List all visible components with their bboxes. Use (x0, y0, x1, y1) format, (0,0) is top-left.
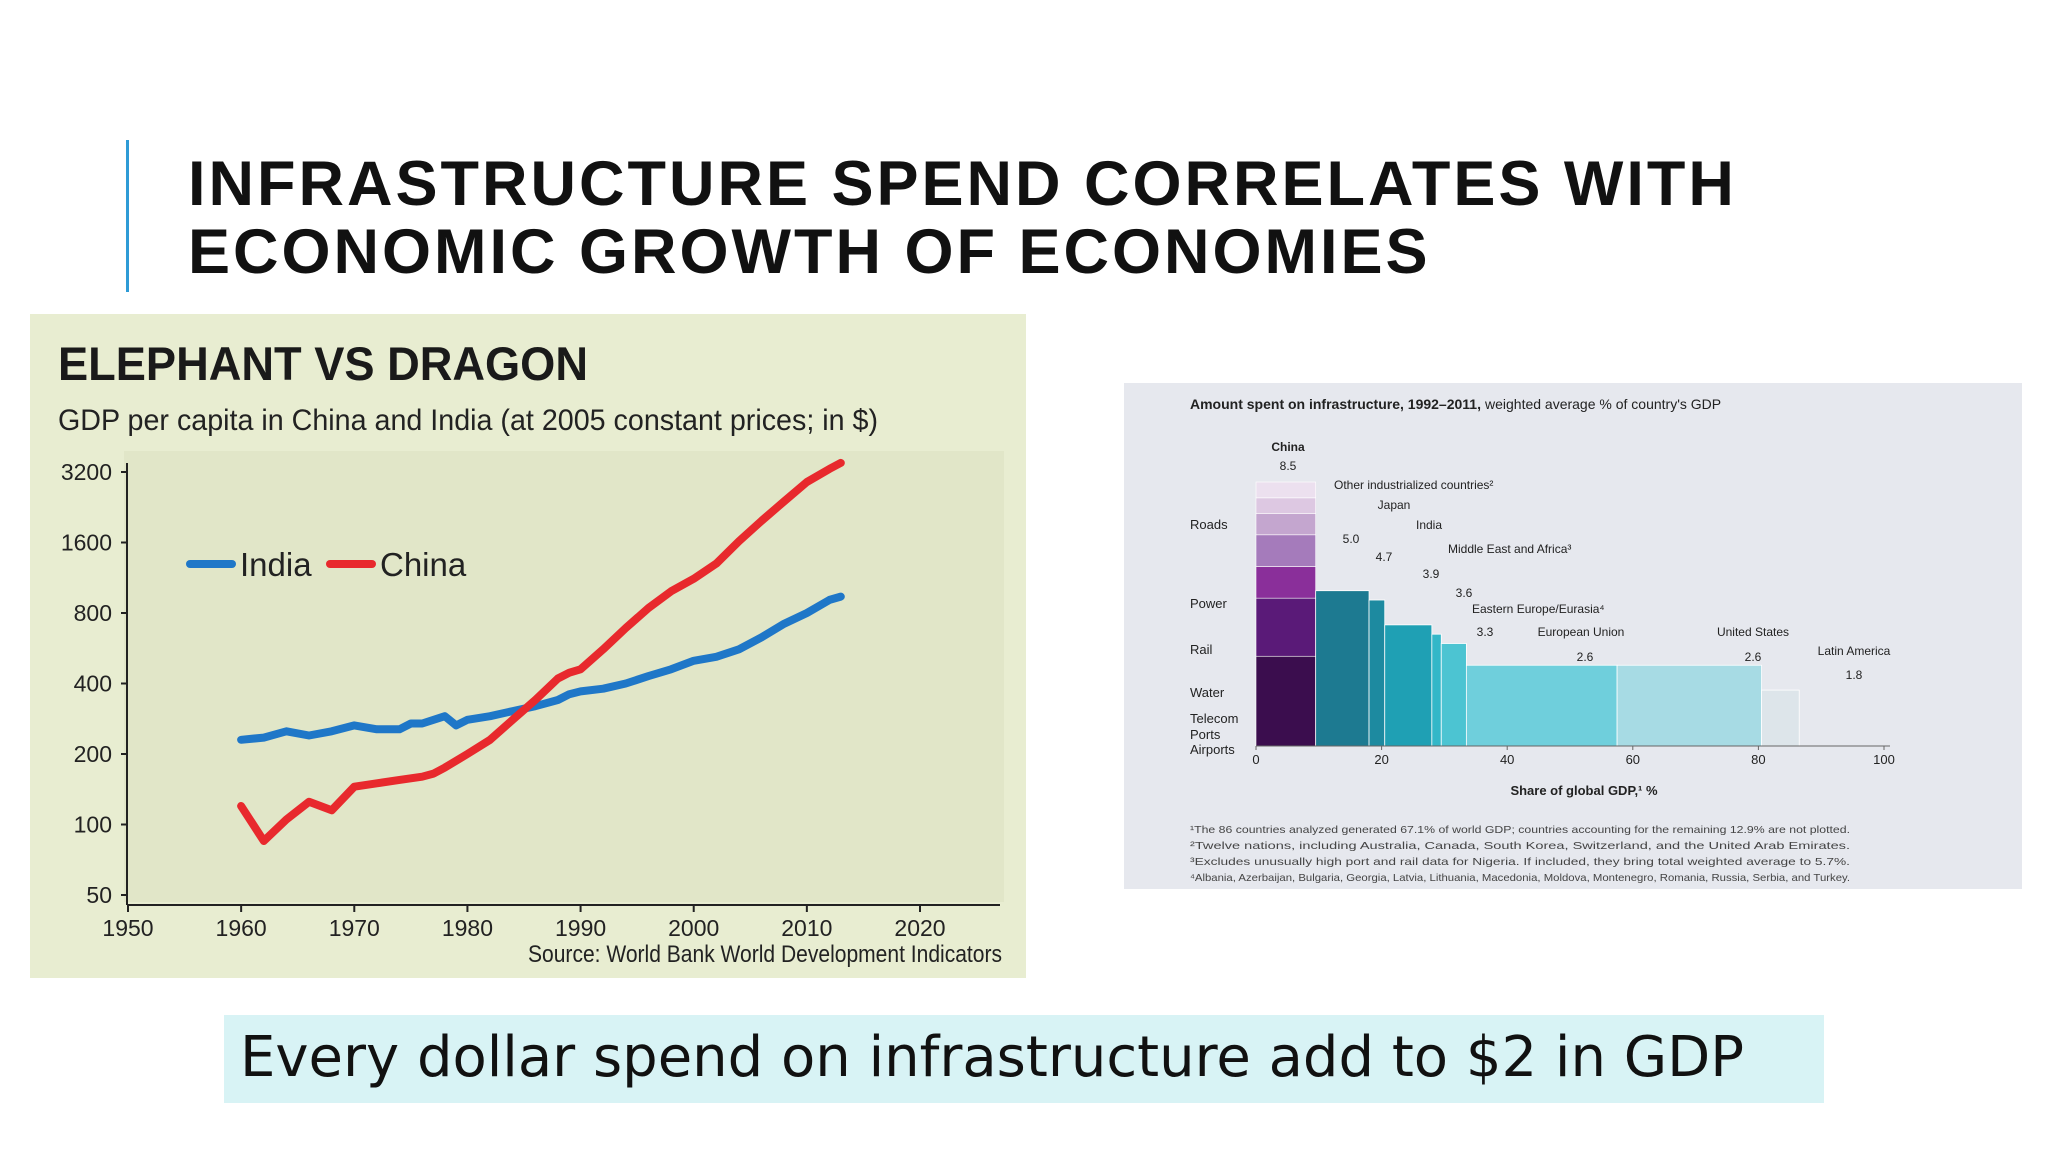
bar-china-layer (1255, 497, 1316, 514)
bar-x-tick-label: 0 (1252, 752, 1259, 767)
legend: India China (186, 546, 467, 583)
bar-china-layer (1255, 655, 1316, 747)
footnote: ²Twelve nations, including Australia, Ca… (1190, 840, 1850, 852)
bar-label-european-union: European Union (1538, 625, 1625, 639)
gdp-line-chart: ELEPHANT VS DRAGON GDP per capita in Chi… (58, 337, 1004, 968)
bar-china-layer (1255, 481, 1316, 499)
bar-value-india: 3.9 (1423, 567, 1440, 581)
bar-x-axis: 0 20 40 60 80 100 (1252, 745, 1895, 767)
slide-title-line-1: INFRASTRUCTURE SPEND CORRELATES WITH (188, 149, 1737, 219)
bar-x-tick-label: 100 (1873, 752, 1895, 767)
bar-x-tick-label: 40 (1500, 752, 1514, 767)
caption-text: Every dollar spend on infrastructure add… (240, 1025, 1745, 1090)
bar-value-middle-east-and-africa: 3.6 (1456, 586, 1473, 600)
axes: 50 100 200 400 800 1600 3200 1950 1960 1970 1980 19… (61, 459, 1000, 941)
bar-x-axis-label: Share of global GDP,¹ % (1510, 783, 1658, 798)
bar-latin-america (1761, 689, 1800, 747)
layer-label-airports: Airports (1190, 742, 1235, 757)
bar-value-china: 8.5 (1280, 459, 1297, 473)
y-tick-label: 800 (74, 600, 112, 626)
bar-chart-title-bold: Amount spent on infrastructure, 1992–201… (1190, 396, 1481, 412)
bar-chart-title: Amount spent on infrastructure, 1992–201… (1190, 396, 1721, 412)
layer-label-rail: Rail (1190, 642, 1213, 657)
bar-other-industrialized-countries (1315, 590, 1370, 747)
bar-china-layer (1255, 534, 1316, 567)
y-tick-label: 1600 (61, 530, 112, 556)
legend-label-india: India (240, 546, 312, 583)
footnote: ⁴Albania, Azerbaijan, Bulgaria, Georgia,… (1190, 872, 1850, 884)
bar-eastern-europe-eurasia (1440, 643, 1467, 747)
bar-value-eastern-europe-eurasia: 3.3 (1477, 625, 1494, 639)
bar-value-united-states: 2.6 (1745, 650, 1762, 664)
bar-value-japan: 4.7 (1376, 550, 1393, 564)
bar-label-other-industrialized-countries: Other industrialized countries² (1334, 478, 1493, 492)
x-tick-label: 1970 (329, 915, 380, 941)
chart-title: ELEPHANT VS DRAGON (58, 337, 588, 390)
bar-value-other-industrialized-countries: 5.0 (1343, 532, 1360, 546)
bar-china-layer (1255, 566, 1316, 599)
bar-china-layer (1255, 597, 1316, 657)
bar-value-european-union: 2.6 (1577, 650, 1594, 664)
bar-label-india: India (1416, 518, 1442, 532)
x-tick-label: 1960 (216, 915, 267, 941)
y-tick-label: 50 (86, 882, 112, 908)
series-line-china (237, 458, 845, 845)
x-tick-label: 1980 (442, 915, 493, 941)
bars: China 8.5 Other industrialized countries² 5… (1255, 440, 1891, 747)
bar-middle-east-and-africa (1431, 633, 1442, 747)
caption-box: Every dollar spend on infrastructure add… (224, 1015, 1824, 1103)
layer-label-water: Water (1190, 685, 1225, 700)
x-tick-label: 2000 (668, 915, 719, 941)
bar-label-middle-east-and-africa: Middle East and Africa³ (1448, 542, 1571, 556)
layer-label-telecom: Telecom (1190, 711, 1238, 726)
slide-title: INFRASTRUCTURE SPEND CORRELATES WITH ECO… (188, 150, 1888, 286)
bar-japan (1368, 599, 1386, 747)
bar-european-union (1465, 664, 1618, 747)
footnote: ¹The 86 countries analyzed generated 67.… (1190, 824, 1850, 836)
bar-chart-title-rest: weighted average % of country's GDP (1484, 396, 1721, 412)
title-accent-bar (126, 140, 129, 292)
x-tick-label: 1990 (555, 915, 606, 941)
slide-title-line-2: ECONOMIC GROWTH OF ECONOMIES (188, 217, 1431, 287)
bar-x-tick-label: 60 (1626, 752, 1640, 767)
layer-label-ports: Ports (1190, 727, 1221, 742)
layer-label-roads: Roads (1190, 517, 1228, 532)
chart-subtitle: GDP per capita in China and India (at 20… (58, 404, 878, 437)
bar-value-latin-america: 1.8 (1846, 668, 1863, 682)
y-tick-label: 100 (74, 812, 112, 838)
bar-label-eastern-europe-eurasia: Eastern Europe/Eurasia⁴ (1472, 602, 1605, 616)
y-tick-label: 3200 (61, 459, 112, 485)
bar-x-tick-label: 80 (1751, 752, 1765, 767)
x-tick-label: 1950 (102, 915, 153, 941)
bar-label-japan: Japan (1378, 498, 1411, 512)
bar-united-states (1616, 664, 1762, 747)
bar-label-united-states: United States (1717, 625, 1789, 639)
bar-label-china: China (1271, 440, 1305, 454)
series-lines (237, 458, 845, 845)
layer-label-power: Power (1190, 596, 1228, 611)
y-tick-label: 400 (74, 671, 112, 697)
chart-source: Source: World Bank World Development Ind… (528, 941, 1002, 968)
gdp-chart-panel: ELEPHANT VS DRAGON GDP per capita in Chi… (30, 314, 1026, 978)
bar-x-tick-label: 20 (1374, 752, 1388, 767)
footnote: ³Excludes unusually high port and rail d… (1190, 856, 1850, 868)
legend-label-china: China (380, 546, 467, 583)
infrastructure-bar-chart: Amount spent on infrastructure, 1992–201… (1190, 396, 1895, 884)
x-tick-label: 2020 (894, 915, 945, 941)
x-tick-label: 2010 (781, 915, 832, 941)
footnotes: ¹The 86 countries analyzed generated 67.… (1190, 824, 1850, 884)
series-line-india (237, 592, 845, 744)
bar-india (1384, 624, 1433, 747)
bar-china-layer (1255, 513, 1316, 536)
bar-label-latin-america: Latin America (1818, 644, 1891, 658)
y-tick-label: 200 (74, 741, 112, 767)
infrastructure-chart-panel: Amount spent on infrastructure, 1992–201… (1124, 383, 2022, 889)
